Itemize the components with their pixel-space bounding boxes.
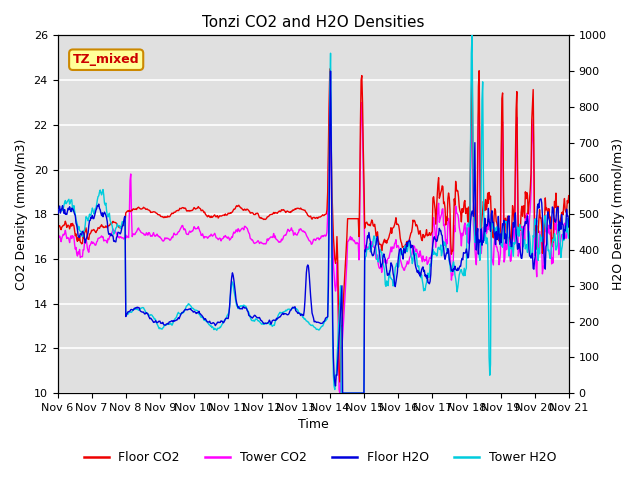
Legend: Floor CO2, Tower CO2, Floor H2O, Tower H2O: Floor CO2, Tower CO2, Floor H2O, Tower H… <box>79 446 561 469</box>
Y-axis label: H2O Density (mmol/m3): H2O Density (mmol/m3) <box>612 138 625 290</box>
Text: TZ_mixed: TZ_mixed <box>73 53 140 66</box>
X-axis label: Time: Time <box>298 419 328 432</box>
Y-axis label: CO2 Density (mmol/m3): CO2 Density (mmol/m3) <box>15 139 28 290</box>
Title: Tonzi CO2 and H2O Densities: Tonzi CO2 and H2O Densities <box>202 15 424 30</box>
